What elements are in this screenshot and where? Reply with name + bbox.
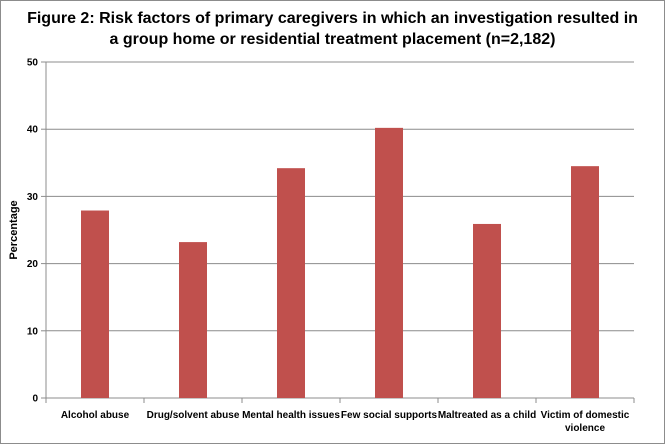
x-tick-label: Maltreated as a child [438,410,536,421]
chart-title-line-2: a group home or residential treatment pl… [109,31,556,48]
x-tick-label: Mental health issues [242,410,340,421]
x-tick-label: Alcohol abuse [61,410,130,421]
x-tick-labels: Alcohol abuse Drug/solvent abuse Mental he… [61,410,630,434]
x-tick-label: violence [565,423,605,434]
bar [375,127,403,398]
y-tick-label: 40 [27,125,39,136]
bar [81,210,109,398]
y-tick-label: 0 [32,394,38,405]
y-tick-label: 10 [27,326,39,337]
chart-title: Figure 2: Risk factors of primary caregi… [20,8,645,50]
x-tick-label: Few social supports [341,410,438,421]
axes [41,61,635,403]
bar [473,223,501,398]
bar [179,242,207,398]
bar [277,168,305,398]
y-axis-label: Percentage [8,200,20,259]
y-tick-label: 20 [27,259,39,270]
bars [81,127,599,398]
x-tick-label: Victim of domestic [541,410,630,421]
y-tick-labels: 0 10 20 30 40 50 [27,58,39,405]
chart-title-line-1: Figure 2: Risk factors of primary caregi… [27,10,638,27]
y-tick-label: 30 [27,192,39,203]
bar [571,166,599,398]
y-tick-label: 50 [27,58,39,69]
gridlines [46,61,634,332]
x-tick-label: Drug/solvent abuse [147,410,240,421]
